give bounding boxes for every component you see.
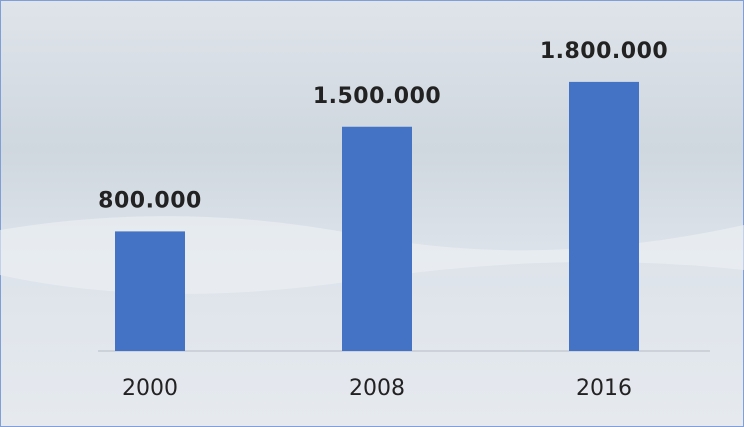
- bar: [115, 231, 185, 351]
- data-label: 800.000: [98, 188, 202, 213]
- x-tick-label: 2000: [122, 376, 178, 401]
- bar: [569, 81, 639, 352]
- data-label: 1.500.000: [313, 84, 441, 109]
- x-tick-label: 2008: [349, 376, 405, 401]
- data-label: 1.800.000: [540, 39, 668, 64]
- x-tick-label: 2016: [576, 376, 632, 401]
- bar: [342, 126, 412, 351]
